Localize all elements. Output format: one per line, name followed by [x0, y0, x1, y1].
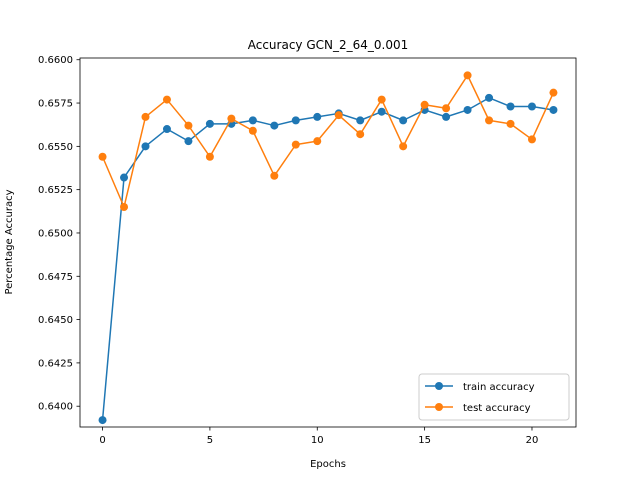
data-point-1 [120, 202, 129, 211]
data-point-0 [485, 93, 494, 102]
data-point-1 [227, 114, 236, 123]
y-tick-label: 0.6475 [38, 272, 73, 283]
series-line-1 [101, 74, 555, 208]
data-point-0 [270, 121, 279, 130]
data-point-1 [162, 95, 171, 104]
data-point-1 [527, 135, 536, 144]
data-point-1 [205, 152, 214, 161]
data-point-1 [442, 104, 451, 113]
legend-marker [435, 403, 443, 411]
y-tick-label: 0.6500 [38, 228, 73, 239]
data-point-1 [291, 140, 300, 149]
data-point-0 [248, 116, 257, 125]
y-tick-label: 0.6575 [38, 99, 73, 110]
y-tick-label: 0.6450 [38, 315, 73, 326]
data-point-0 [377, 107, 386, 116]
legend-label: test accuracy [463, 403, 531, 414]
data-point-0 [184, 137, 193, 146]
data-point-1 [377, 95, 386, 104]
data-point-0 [98, 416, 107, 425]
chart-title: Accuracy GCN_2_64_0.001 [248, 38, 409, 52]
data-point-1 [399, 142, 408, 151]
legend-marker [435, 382, 443, 390]
legend-box [418, 373, 570, 421]
data-point-0 [506, 102, 515, 111]
data-point-1 [141, 112, 150, 121]
data-point-0 [291, 116, 300, 125]
data-point-1 [463, 71, 472, 80]
legend-label: train accuracy [463, 382, 535, 393]
y-axis-label: Percentage Accuracy [4, 189, 15, 294]
y-tick-label: 0.6600 [38, 55, 73, 66]
data-point-1 [248, 126, 257, 135]
x-tick-label: 20 [526, 435, 539, 446]
data-point-0 [162, 125, 171, 134]
data-point-1 [98, 152, 107, 161]
y-axis: 0.6400 0.6425 0.6450 0.6475 0.6500 0.6525 0.65… [38, 55, 80, 413]
y-tick-label: 0.6425 [38, 358, 73, 369]
data-point-1 [420, 100, 429, 109]
data-point-0 [205, 119, 214, 128]
plot-area [79, 57, 577, 428]
x-axis: 0 5 10 15 20 [99, 427, 538, 446]
data-point-1 [356, 130, 365, 139]
x-tick-label: 0 [99, 435, 105, 446]
x-tick-label: 10 [311, 435, 324, 446]
data-point-0 [549, 105, 558, 114]
data-point-0 [463, 105, 472, 114]
data-point-0 [141, 142, 150, 151]
y-tick-label: 0.6400 [38, 402, 73, 413]
data-point-1 [270, 171, 279, 180]
y-tick-label: 0.6525 [38, 185, 73, 196]
data-point-0 [527, 102, 536, 111]
legend: train accuracy test accuracy [418, 373, 570, 421]
data-point-1 [184, 121, 193, 130]
plot-frame [79, 57, 577, 428]
data-point-0 [313, 112, 322, 121]
x-tick-label: 5 [207, 435, 213, 446]
data-point-1 [506, 119, 515, 128]
y-tick-label: 0.6550 [38, 142, 73, 153]
data-point-0 [442, 112, 451, 121]
data-point-1 [485, 116, 494, 125]
data-point-0 [399, 116, 408, 125]
x-tick-label: 15 [418, 435, 431, 446]
data-point-1 [313, 137, 322, 146]
series-line-0 [101, 97, 554, 421]
data-point-0 [120, 173, 129, 182]
data-point-0 [356, 116, 365, 125]
data-point-1 [549, 88, 558, 97]
x-axis-label: Epochs [310, 459, 346, 470]
data-point-1 [334, 111, 343, 120]
